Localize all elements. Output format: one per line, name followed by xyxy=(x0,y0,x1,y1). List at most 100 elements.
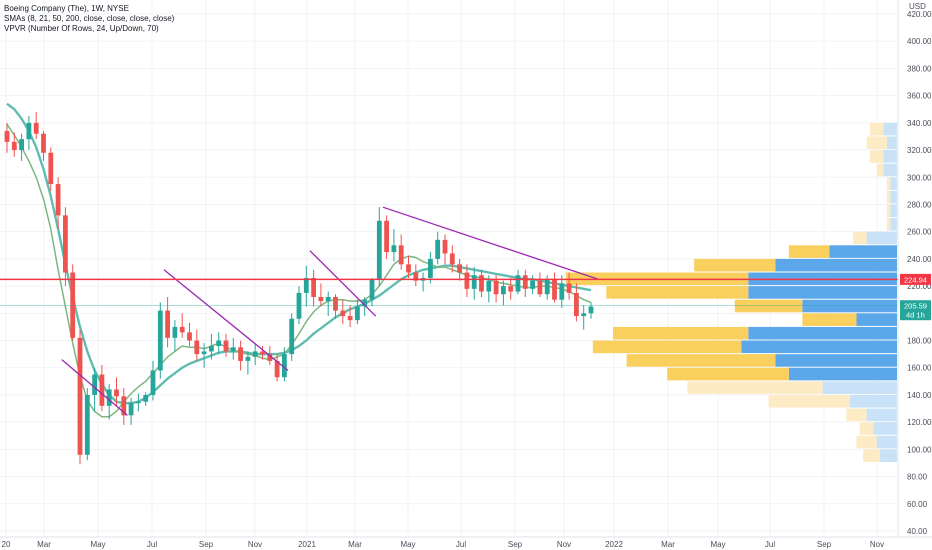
time-tick-label: Jul xyxy=(765,540,775,549)
resistance-price-badge: 224.94 xyxy=(900,273,931,285)
resistance-price-label: 224.94 xyxy=(904,275,927,284)
volume-profile-up-bar xyxy=(876,435,897,449)
volume-profile-down-bar xyxy=(687,381,823,394)
candle-body xyxy=(340,310,346,317)
candle-body xyxy=(413,272,419,281)
candle-body xyxy=(194,340,200,355)
volume-profile-down-bar xyxy=(853,231,867,245)
volume-profile-up-bar xyxy=(866,231,897,245)
candle-body xyxy=(318,296,324,302)
time-tick-label: Mar xyxy=(37,540,51,549)
volume-profile-down-bar xyxy=(886,190,891,204)
time-tick-label: May xyxy=(710,540,725,549)
volume-profile-down-bar xyxy=(846,408,867,422)
moving-averages xyxy=(6,102,592,418)
volume-profile xyxy=(565,122,897,462)
candle-body xyxy=(552,279,557,300)
volume-profile-up-bar xyxy=(788,367,897,381)
sma-21-line xyxy=(6,102,592,405)
candle-body xyxy=(325,296,331,302)
time-tick-label: Mar xyxy=(661,540,675,549)
volume-profile-down-bar xyxy=(886,204,891,218)
volume-profile-up-bar xyxy=(880,449,897,462)
volume-profile-down-bar xyxy=(869,122,884,136)
time-tick-label: Nov xyxy=(248,540,262,549)
trendline xyxy=(309,250,377,317)
candle-body xyxy=(92,374,97,395)
candle-body xyxy=(406,264,411,273)
candle-body xyxy=(449,253,455,265)
candle-body xyxy=(362,299,368,307)
price-tick-label: 260.00 xyxy=(907,228,932,237)
candle-body xyxy=(245,356,251,361)
candle-body xyxy=(303,277,309,293)
time-tick-label: Sep xyxy=(199,540,214,549)
candle-body xyxy=(501,286,506,295)
candle-body xyxy=(238,347,243,361)
volume-profile-up-bar xyxy=(890,204,897,218)
volume-profile-down-bar xyxy=(859,422,874,435)
candle-body xyxy=(260,351,265,355)
candle-body xyxy=(391,245,397,253)
volume-profile-down-bar xyxy=(869,150,884,163)
candle-body xyxy=(333,296,338,311)
candle-body xyxy=(77,337,83,455)
candle-body xyxy=(274,360,280,378)
price-tick-label: 60.00 xyxy=(907,500,928,509)
candle-body xyxy=(121,396,127,416)
candle-body xyxy=(559,283,565,300)
currency-label: USD xyxy=(909,2,926,11)
volume-profile-down-bar xyxy=(886,177,891,190)
volume-profile-up-bar xyxy=(822,381,897,394)
price-tick-label: 220.00 xyxy=(907,282,932,291)
time-tick-label: Mar xyxy=(348,540,362,549)
price-tick-label: 340.00 xyxy=(907,119,932,128)
time-axis[interactable]: 20 Mar May Jul Sep Nov 2021 Mar May Jul Sep Nov 2022… xyxy=(0,536,932,550)
candle-body xyxy=(11,141,17,151)
volume-profile-down-bar xyxy=(667,367,789,381)
volume-profile-down-bar xyxy=(886,218,891,231)
candle-body xyxy=(574,292,579,317)
volume-profile-up-bar xyxy=(873,422,897,435)
candle-body xyxy=(588,306,594,314)
candle-body xyxy=(398,245,404,265)
candle-body xyxy=(70,272,76,338)
last-price-badge: 205.59 4d 1h xyxy=(900,300,931,321)
candle-body xyxy=(355,306,360,321)
price-tick-label: 120.00 xyxy=(907,418,932,427)
candle-body xyxy=(581,313,587,317)
candle-body xyxy=(493,280,499,295)
candle-body xyxy=(267,354,273,361)
volume-profile-up-bar xyxy=(802,299,897,313)
candle-body xyxy=(4,131,10,142)
volume-profile-up-bar xyxy=(741,340,897,354)
price-tick-label: 300.00 xyxy=(907,173,932,182)
time-tick-label: Nov xyxy=(870,540,884,549)
volume-profile-down-bar xyxy=(788,245,830,258)
time-tick-label: Jul xyxy=(456,540,466,549)
candle-body xyxy=(282,354,287,378)
volume-profile-down-bar xyxy=(856,435,877,449)
candle-body xyxy=(26,122,32,140)
price-tick-label: 280.00 xyxy=(907,200,932,209)
price-tick-label: 380.00 xyxy=(907,64,932,73)
time-tick-label: Nov xyxy=(557,540,571,549)
candle-body xyxy=(114,389,119,397)
candle-body xyxy=(223,340,229,352)
candle-body xyxy=(41,133,46,153)
price-tick-label: 80.00 xyxy=(907,473,928,482)
candle-body xyxy=(508,286,514,292)
candle-body xyxy=(48,152,54,185)
candle-body xyxy=(230,347,236,352)
price-tick-label: 160.00 xyxy=(907,364,932,373)
trendline xyxy=(61,359,128,416)
volume-profile-up-bar xyxy=(849,394,897,408)
candle-body xyxy=(376,220,382,280)
candle-body xyxy=(530,280,535,289)
candle-body xyxy=(289,318,295,355)
volume-profile-down-bar xyxy=(876,163,884,177)
volume-profile-up-bar xyxy=(775,354,897,367)
volume-profile-down-bar xyxy=(592,340,742,354)
candle-body xyxy=(84,394,90,455)
